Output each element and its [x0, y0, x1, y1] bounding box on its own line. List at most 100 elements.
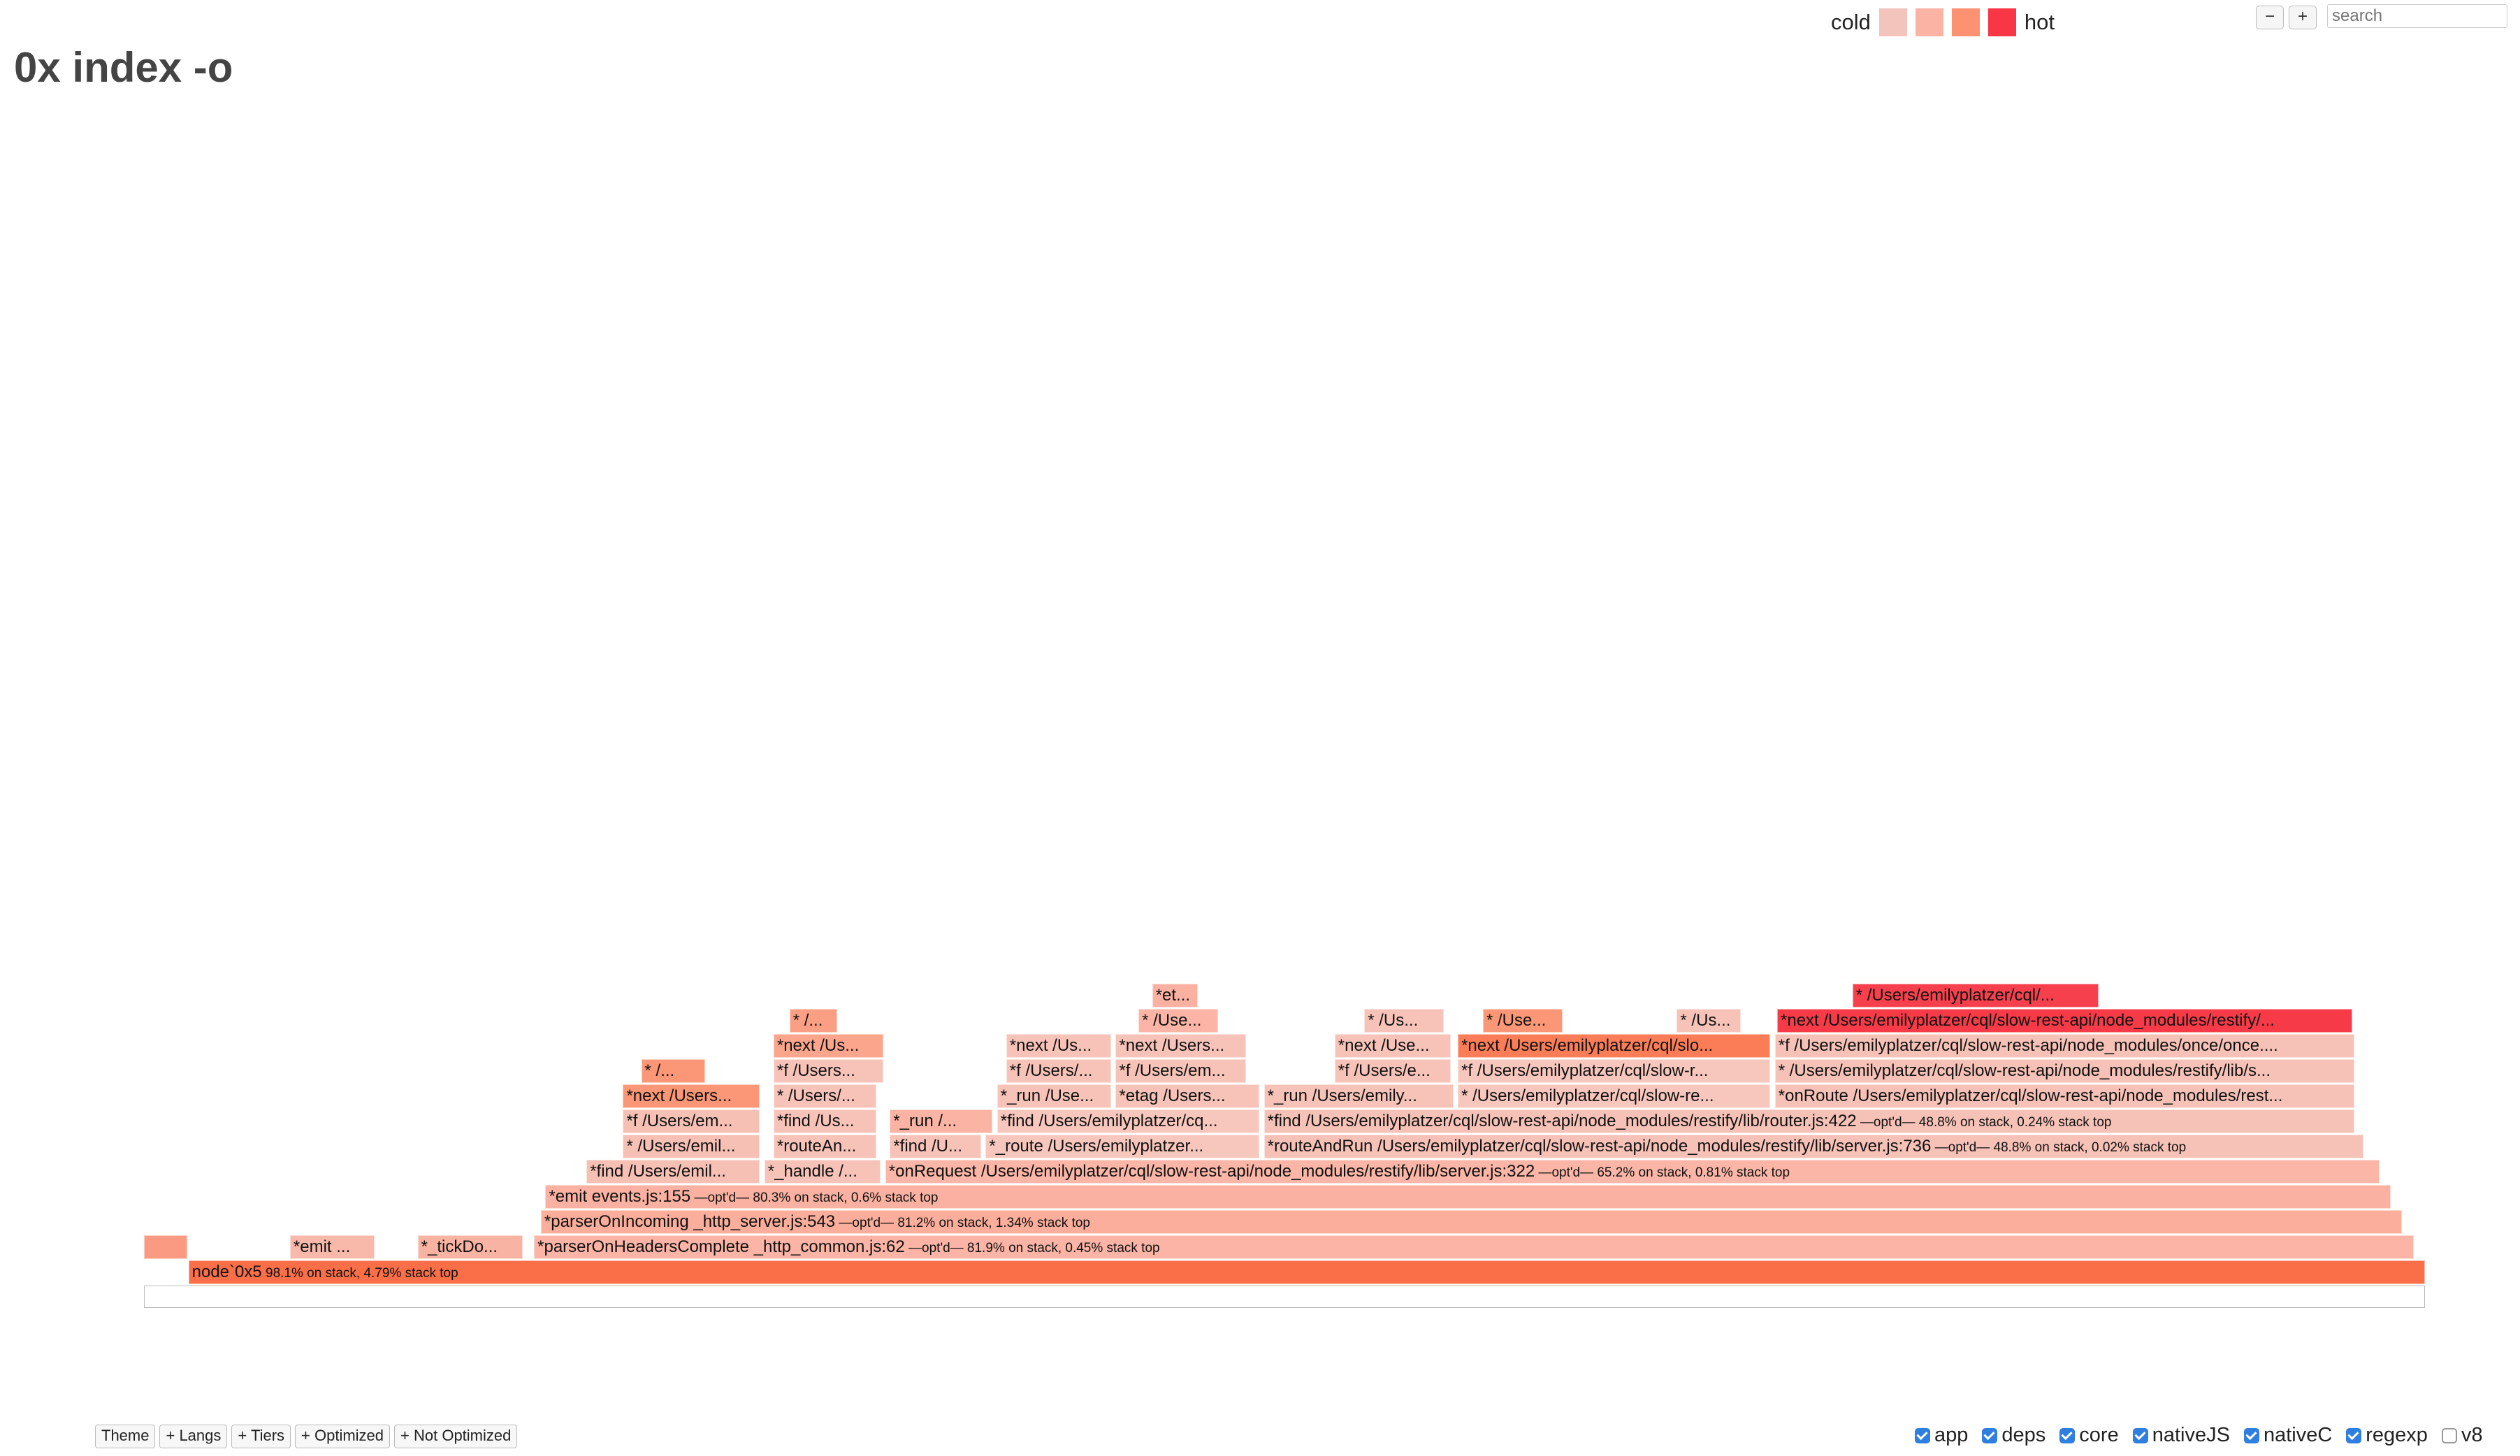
flame-frame[interactable]: *find /Users/emilyplatzer/cq... [997, 1109, 1260, 1133]
flame-frame[interactable]: *f /Users/em... [1115, 1059, 1246, 1083]
flame-frame[interactable]: *onRequest /Users/emilyplatzer/cql/slow-… [885, 1160, 2380, 1184]
flame-frame[interactable]: node`0x5 98.1% on stack, 4.79% stack top [188, 1260, 2425, 1284]
checkbox[interactable] [1982, 1427, 1998, 1443]
flame-frame[interactable]: *onRoute /Users/emilyplatzer/cql/slow-re… [1774, 1084, 2354, 1108]
flame-frame[interactable]: *etag /Users... [1115, 1084, 1260, 1108]
filter-label: regexp [2366, 1424, 2428, 1446]
flame-frame[interactable]: *f /Users/emilyplatzer/cql/slow-rest-api… [1774, 1034, 2354, 1058]
flame-frame-label: * /Users/emilyplatzer/cql/slow-re... [1461, 1086, 1714, 1105]
legend-swatch-1 [1878, 8, 1907, 36]
flame-frame-label: *f /Users/emilyplatzer/cql/slow-r... [1461, 1061, 1709, 1080]
flame-frame-label: *f /Users/em... [626, 1112, 733, 1130]
flame-frame[interactable]: * /Users/emil... [623, 1135, 760, 1158]
filter-label: app [1934, 1424, 1969, 1446]
flame-frame-stats: —opt'd— 48.8% on stack, 0.24% stack top [1856, 1115, 2112, 1130]
flame-frame[interactable]: *next /Users... [1115, 1034, 1246, 1058]
flame-frame[interactable]: * /Use... [1482, 1009, 1563, 1033]
flame-frame-label: *f /Users... [776, 1061, 855, 1080]
flame-frame[interactable]: *_handle /... [764, 1160, 881, 1184]
theme-button[interactable]: Theme [95, 1425, 156, 1448]
flame-frame[interactable]: *next /Us... [773, 1034, 883, 1058]
filter-label: v8 [2461, 1424, 2483, 1446]
flame-frame[interactable]: *next /Users... [623, 1084, 760, 1108]
flamegraph-root-frame[interactable] [144, 1286, 2425, 1308]
flame-frame-stats: —opt'd— 81.2% on stack, 1.34% stack top [835, 1216, 1090, 1230]
flamegraph: node`0x5 98.1% on stack, 4.79% stack top… [144, 803, 2425, 1313]
search-input[interactable] [2327, 4, 2507, 28]
flame-frame[interactable]: *routeAn... [773, 1135, 876, 1158]
flame-frame-label: *_run /Users/emily... [1267, 1086, 1417, 1105]
checkbox[interactable] [2243, 1427, 2259, 1443]
filter-nativec[interactable]: nativeC [2243, 1424, 2332, 1447]
filter-deps[interactable]: deps [1982, 1424, 2045, 1447]
flame-frame[interactable]: * /Users/... [773, 1084, 876, 1108]
optimized-button[interactable]: + Optimized [295, 1425, 391, 1448]
flame-frame[interactable]: *_route /Users/emilyplatzer... [985, 1135, 1260, 1158]
flame-frame[interactable]: *f /Users/e... [1334, 1059, 1451, 1083]
legend-cold-label: cold [1831, 10, 1871, 34]
flame-frame[interactable]: *find /Users/emil... [586, 1160, 760, 1184]
flame-frame[interactable]: * /Users/emilyplatzer/cql/... [1852, 984, 2099, 1007]
flame-frame[interactable]: * /... [641, 1059, 705, 1083]
flame-frame[interactable]: * /Us... [1364, 1009, 1444, 1033]
filter-v8[interactable]: v8 [2441, 1424, 2483, 1447]
flame-frame[interactable]: * /Use... [1138, 1009, 1219, 1033]
flame-frame[interactable]: *next /Use... [1334, 1034, 1451, 1058]
flame-frame-label: *_handle /... [767, 1162, 857, 1181]
flame-frame[interactable]: *_tickDo... [417, 1235, 523, 1259]
flame-frame[interactable]: *find /U... [890, 1135, 981, 1158]
flame-frame[interactable]: *next /Us... [1006, 1034, 1111, 1058]
checkbox[interactable] [1915, 1427, 1930, 1443]
flame-frame[interactable]: *et... [1152, 984, 1198, 1007]
flame-frame[interactable]: * /... [789, 1009, 838, 1033]
flame-frame[interactable]: *emit events.js:155 —opt'd— 80.3% on sta… [545, 1185, 2391, 1209]
flame-frame[interactable]: *routeAndRun /Users/emilyplatzer/cql/slo… [1263, 1135, 2363, 1158]
flame-frame[interactable]: *_run /Users/emily... [1263, 1084, 1454, 1108]
filter-label: deps [2001, 1424, 2046, 1446]
checkbox[interactable] [2132, 1427, 2148, 1443]
zoom-out-button[interactable]: − [2256, 6, 2284, 29]
flame-frame-label: *emit events.js:155 [549, 1187, 691, 1206]
checkbox[interactable] [2059, 1427, 2076, 1443]
flame-frame[interactable]: *_run /... [890, 1109, 993, 1133]
flame-frame-label: *onRequest /Users/emilyplatzer/cql/slow-… [888, 1162, 1535, 1181]
flame-frame[interactable]: * /Users/emilyplatzer/cql/slow-re... [1458, 1084, 1771, 1108]
langs-button[interactable]: + Langs [159, 1425, 228, 1448]
flame-frame[interactable]: *parserOnIncoming _http_server.js:543 —o… [540, 1210, 2403, 1234]
filter-nativejs[interactable]: nativeJS [2132, 1424, 2230, 1447]
flame-frame[interactable]: *find /Us... [773, 1109, 876, 1133]
flame-frame-stats: —opt'd— 48.8% on stack, 0.02% stack top [1931, 1140, 2187, 1155]
flame-frame[interactable]: * /Us... [1677, 1009, 1741, 1033]
flame-frame-label: *etag /Users... [1119, 1086, 1226, 1105]
zoom-in-button[interactable]: + [2289, 6, 2317, 29]
flame-frame[interactable]: *emit ... [289, 1235, 375, 1259]
flame-frame[interactable]: *f /Users/... [1006, 1059, 1111, 1083]
flame-frame-label: *next /Users/emilyplatzer/cql/slo... [1461, 1036, 1714, 1055]
checkbox[interactable] [2441, 1427, 2457, 1443]
filter-core[interactable]: core [2059, 1424, 2119, 1447]
flame-frame[interactable] [144, 1235, 188, 1259]
flame-frame-label: * /Us... [1680, 1011, 1731, 1030]
flame-frame-label: *find /Users/emilyplatzer/cql/slow-rest-… [1267, 1112, 1857, 1130]
flame-frame-label: *find /Us... [776, 1112, 855, 1130]
flame-frame[interactable]: *f /Users/emilyplatzer/cql/slow-r... [1458, 1059, 1771, 1083]
flame-frame-stats: —opt'd— 80.3% on stack, 0.6% stack top [690, 1191, 939, 1205]
flame-frame[interactable]: *find /Users/emilyplatzer/cql/slow-rest-… [1263, 1109, 2354, 1133]
flame-frame-label: * /... [792, 1011, 823, 1030]
tiers-button[interactable]: + Tiers [231, 1425, 291, 1448]
flame-frame-label: node`0x5 [191, 1262, 262, 1281]
flame-frame[interactable]: *next /Users/emilyplatzer/cql/slow-rest-… [1777, 1009, 2352, 1033]
flame-frame-label: * /Users/emilyplatzer/cql/... [1855, 986, 2055, 1005]
checkbox[interactable] [2346, 1427, 2362, 1443]
flame-frame[interactable]: *f /Users... [773, 1059, 883, 1083]
filter-app[interactable]: app [1915, 1424, 1968, 1447]
filter-regexp[interactable]: regexp [2346, 1424, 2428, 1447]
flame-frame[interactable]: * /Users/emilyplatzer/cql/slow-rest-api/… [1774, 1059, 2354, 1083]
flame-frame[interactable]: *f /Users/em... [623, 1109, 760, 1133]
flame-frame[interactable]: *parserOnHeadersComplete _http_common.js… [534, 1235, 2414, 1259]
not-optimized-button[interactable]: + Not Optimized [394, 1425, 518, 1448]
flame-frame[interactable]: *_run /Use... [997, 1084, 1111, 1108]
flame-frame-label: * /... [644, 1061, 675, 1080]
flame-frame[interactable]: *next /Users/emilyplatzer/cql/slo... [1458, 1034, 1771, 1058]
flame-frame-label: *f /Users/... [1009, 1061, 1093, 1080]
